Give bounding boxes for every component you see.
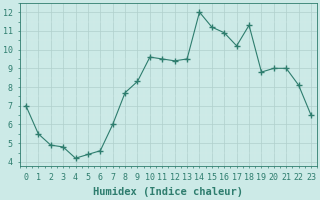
X-axis label: Humidex (Indice chaleur): Humidex (Indice chaleur) — [93, 187, 244, 197]
